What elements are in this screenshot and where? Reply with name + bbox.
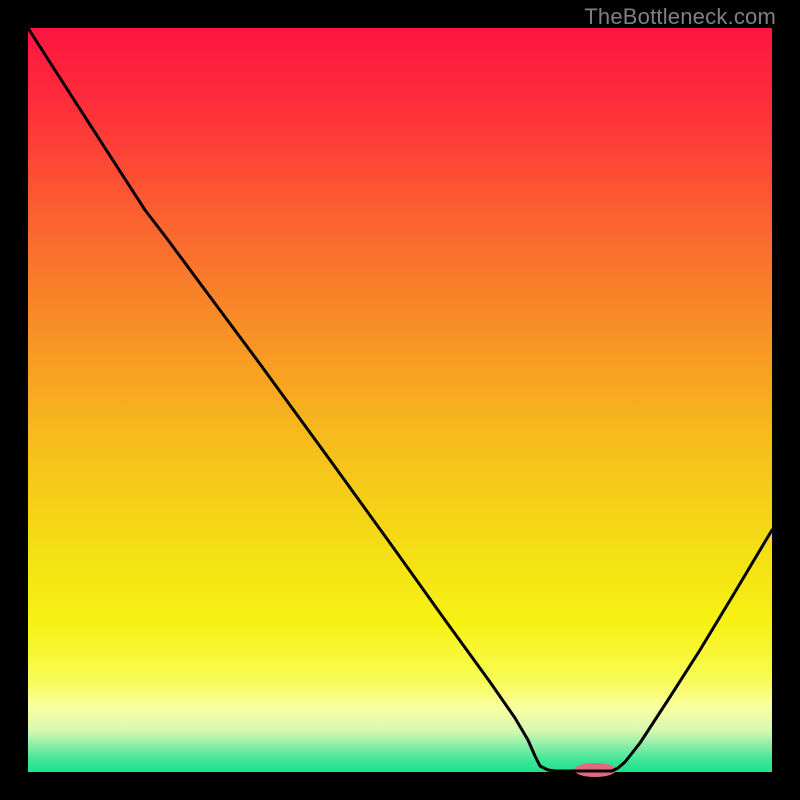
plot-area bbox=[28, 28, 772, 772]
watermark-text: TheBottleneck.com bbox=[584, 4, 776, 30]
chart-container: TheBottleneck.com bbox=[0, 0, 800, 800]
bottleneck-chart bbox=[0, 0, 800, 800]
